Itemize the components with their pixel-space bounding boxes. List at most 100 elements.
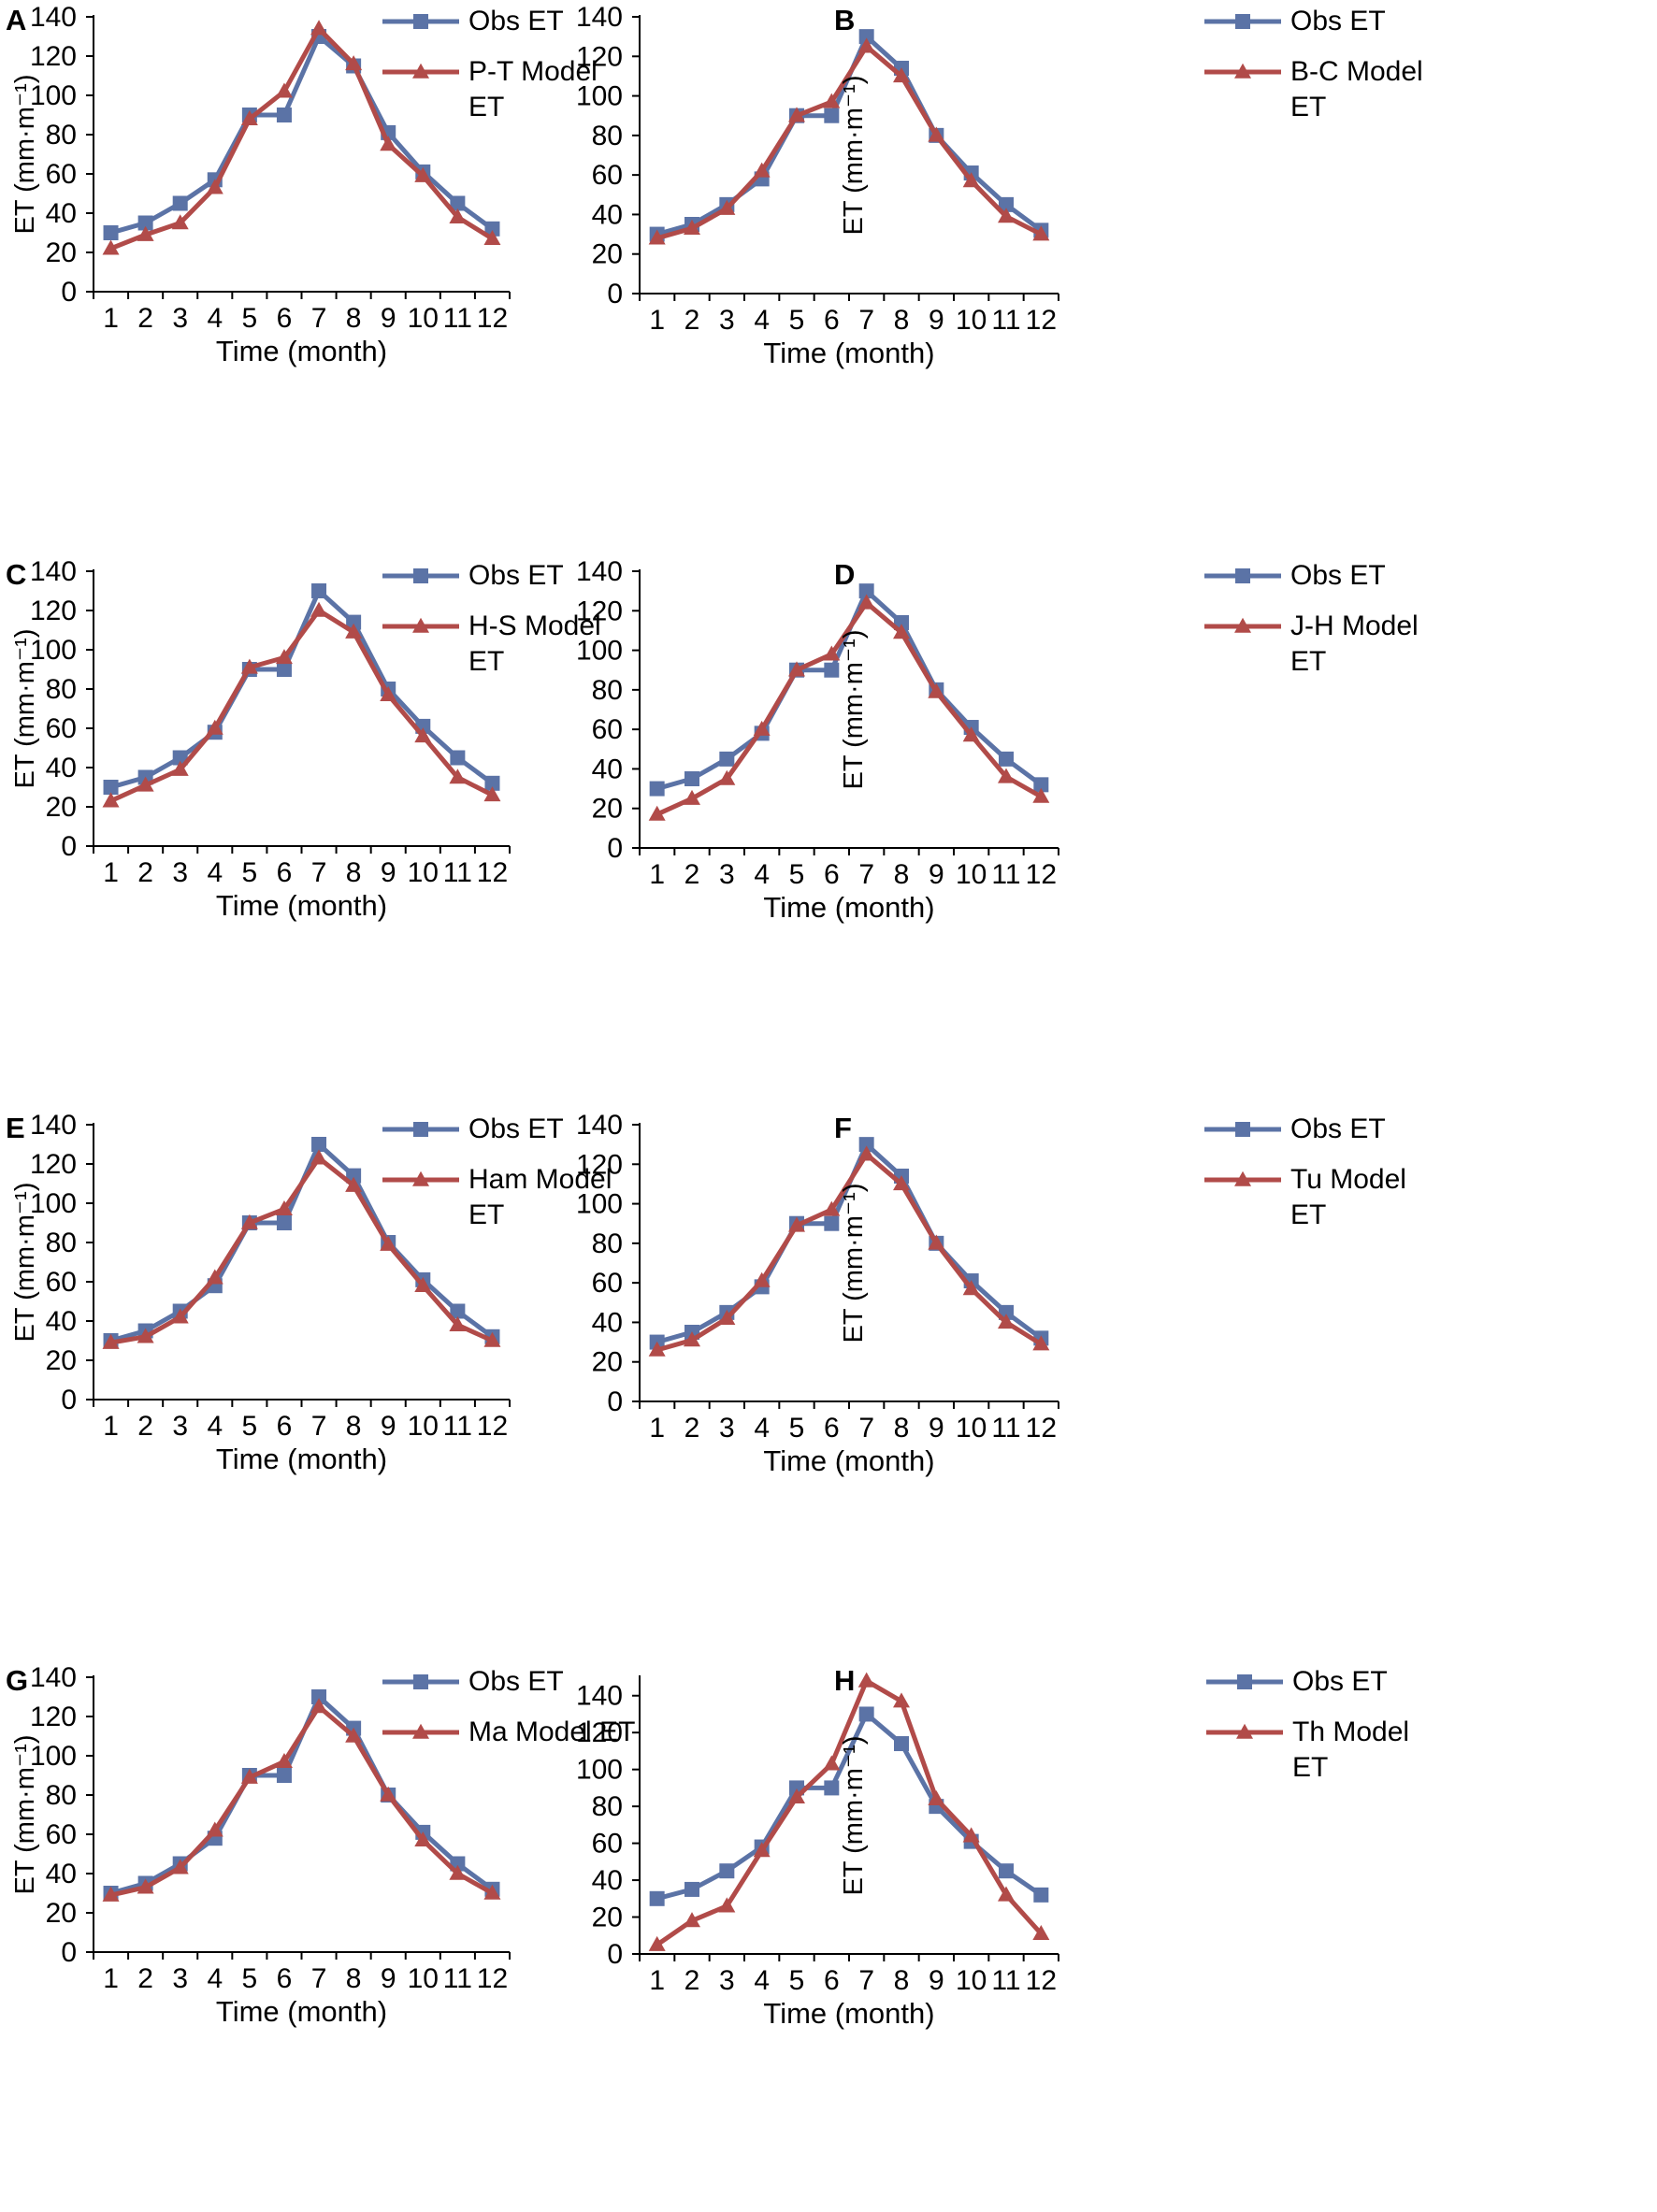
y-tick-label: 80 xyxy=(592,121,623,151)
data-point-model xyxy=(275,82,293,98)
y-axis-label: ET (mm·m⁻¹) xyxy=(839,629,869,790)
panel-letter: A xyxy=(6,4,27,36)
y-tick-label: 80 xyxy=(46,1780,77,1811)
legend-marker xyxy=(412,617,429,633)
data-point-model xyxy=(275,649,293,665)
x-tick-label: 7 xyxy=(858,1413,874,1444)
legend-swatch xyxy=(1204,1171,1281,1186)
x-tick-label: 8 xyxy=(346,1411,362,1442)
data-point-obs xyxy=(346,614,362,630)
x-tick-label: 1 xyxy=(103,303,119,334)
data-point-model xyxy=(857,1672,875,1688)
x-tick-label: 10 xyxy=(956,1965,987,1996)
legend-swatch xyxy=(382,63,459,79)
panel-letter: E xyxy=(6,1112,25,1144)
legend-swatch xyxy=(382,617,459,633)
x-tick-label: 3 xyxy=(172,1963,188,1994)
legend-marker xyxy=(413,568,428,583)
data-point-model xyxy=(648,1341,666,1357)
legend: Obs ET P-T Model ET xyxy=(379,4,641,122)
x-tick-label: 3 xyxy=(719,859,735,890)
y-tick-label: 80 xyxy=(46,674,77,705)
y-tick-label: 140 xyxy=(30,1110,77,1141)
data-point-obs xyxy=(103,225,119,240)
y-tick-label: 20 xyxy=(46,1345,77,1376)
data-point-model xyxy=(788,1788,805,1804)
data-point-model xyxy=(718,769,736,785)
x-tick-label: 5 xyxy=(242,857,258,888)
x-tick-label: 6 xyxy=(824,1965,840,1996)
data-point-obs xyxy=(276,108,292,122)
legend: Obs ET Ma Model ET xyxy=(379,1664,641,1776)
y-tick-label: 20 xyxy=(46,792,77,823)
data-point-model xyxy=(449,208,467,223)
legend-marker xyxy=(1234,1171,1251,1186)
data-point-model xyxy=(240,1768,258,1784)
data-point-obs xyxy=(649,781,665,797)
y-tick-label: 140 xyxy=(30,1662,77,1693)
data-point-model xyxy=(345,55,363,71)
data-point-model xyxy=(206,719,223,735)
data-point-obs xyxy=(450,1303,466,1319)
data-point-obs xyxy=(137,215,153,231)
data-point-obs xyxy=(894,1736,909,1752)
y-tick-label: 120 xyxy=(576,41,623,72)
x-tick-label: 4 xyxy=(207,1963,223,1994)
y-tick-label: 0 xyxy=(607,1939,623,1970)
data-point-model xyxy=(893,624,910,639)
data-point-model xyxy=(823,645,841,661)
x-tick-label: 2 xyxy=(684,1965,700,1996)
x-tick-label: 1 xyxy=(103,1963,119,1994)
legend-label: Th Model ET xyxy=(1292,1716,1410,1783)
x-tick-label: 4 xyxy=(754,1965,770,1996)
legend-marker xyxy=(1235,1122,1250,1137)
x-tick-label: 9 xyxy=(929,305,944,336)
data-point-obs xyxy=(824,1215,840,1231)
data-point-model xyxy=(648,805,666,821)
x-tick-label: 12 xyxy=(1026,859,1057,890)
y-tick-label: 100 xyxy=(576,636,623,667)
y-tick-label: 120 xyxy=(30,41,77,72)
x-tick-label: 7 xyxy=(858,859,874,890)
x-tick-label: 6 xyxy=(824,1413,840,1444)
legend-marker xyxy=(412,1171,429,1186)
y-tick-label: 20 xyxy=(592,239,623,270)
x-tick-label: 1 xyxy=(649,859,665,890)
data-point-model xyxy=(449,1864,467,1880)
data-point-model xyxy=(1032,225,1050,241)
y-tick-label: 60 xyxy=(592,1268,623,1299)
y-tick-label: 40 xyxy=(46,198,77,229)
x-axis-label: Time (month) xyxy=(215,889,388,922)
y-axis-label: ET (mm·m⁻¹) xyxy=(839,75,869,236)
x-tick-label: 5 xyxy=(789,1413,805,1444)
x-tick-label: 12 xyxy=(477,1411,508,1442)
data-point-obs xyxy=(276,1768,292,1783)
data-point-obs xyxy=(103,780,119,795)
chart-panel-d: D 0 20 40 60 80 100 120 140 1 2 3 4 5 6 7 8 9 10 11 12 ET (mm… xyxy=(576,554,1657,1106)
data-point-model xyxy=(648,229,666,245)
legend-label: Obs ET xyxy=(468,1113,564,1144)
legend: Obs ET Th Model ET xyxy=(1203,1664,1464,1783)
data-point-model xyxy=(857,37,875,53)
x-tick-label: 3 xyxy=(172,1411,188,1442)
x-axis-label: Time (month) xyxy=(215,1443,388,1475)
x-tick-label: 6 xyxy=(824,305,840,336)
legend-marker xyxy=(413,1674,428,1689)
x-tick-label: 4 xyxy=(207,1411,223,1442)
x-tick-label: 8 xyxy=(346,1963,362,1994)
x-tick-label: 2 xyxy=(684,305,700,336)
data-point-obs xyxy=(172,195,188,211)
x-tick-label: 12 xyxy=(1026,305,1057,336)
x-tick-label: 11 xyxy=(991,1965,1020,1996)
y-tick-label: 60 xyxy=(592,714,623,745)
x-tick-label: 6 xyxy=(277,303,293,334)
legend-marker xyxy=(1235,568,1250,583)
y-tick-label: 140 xyxy=(30,556,77,587)
data-point-model xyxy=(137,1878,154,1894)
x-tick-label: 5 xyxy=(789,305,805,336)
x-tick-label: 8 xyxy=(894,305,910,336)
x-tick-label: 2 xyxy=(137,1411,153,1442)
y-axis-label: ET (mm·m⁻¹) xyxy=(839,1735,869,1896)
